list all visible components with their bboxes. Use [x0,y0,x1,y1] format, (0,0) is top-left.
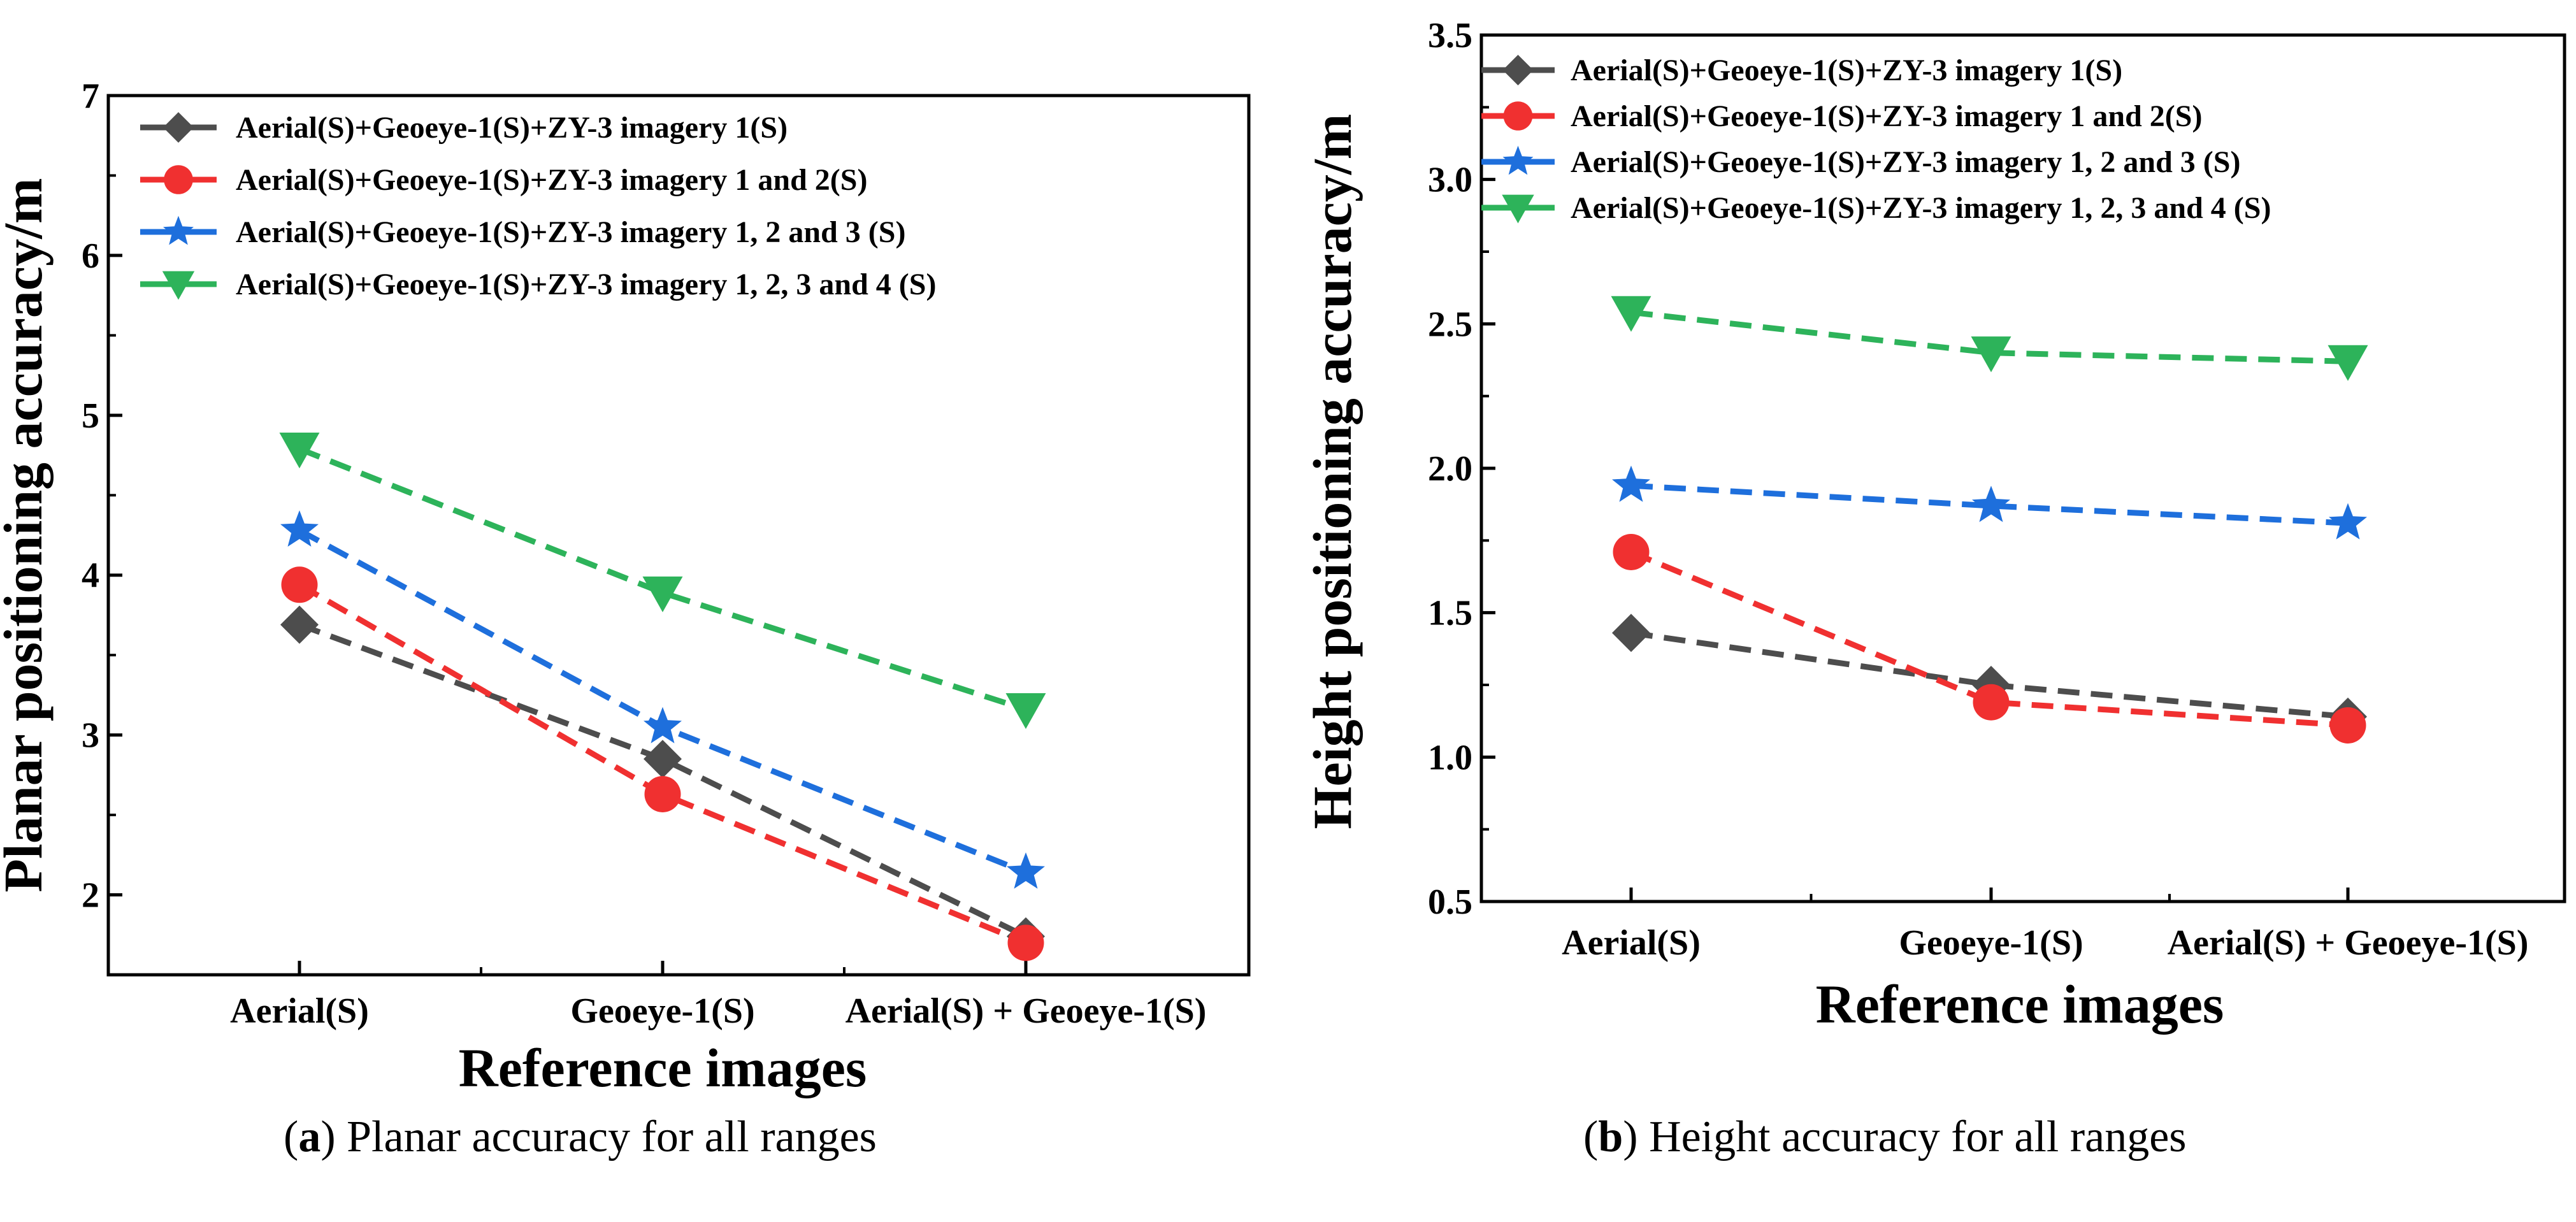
data-point-b-s1-aerial-s [1613,533,1650,570]
panel-b-height-chart: 0.5 1.0 1.5 2.0 2.5 3.0 3.5 Aerial(S) Geoeye-1(S… [1302,16,2566,1035]
data-point-a-s3-geoeye-1-s [642,576,683,612]
data-point-b-s2-aerial-s [1612,465,1650,502]
y-axis-title-b: Height positioning accuracy/m [1302,114,1363,830]
legend-a: Aerial(S)+Geoeye-1(S)+ZY-3 imagery 1(S) A… [140,111,936,301]
data-point-b-s3-geoeye-1-s [1971,336,2011,373]
panel-a-planar-chart: 2 3 4 5 6 7 Aerial(S) Geoeye-1(S) Aerial(S) + Ge… [0,76,1251,1098]
legend-marker-a-1 [164,165,193,194]
data-point-a-s1-aerial-s [281,566,318,603]
data-point-a-s2-aerial-s-geoeye-1-s [1007,852,1045,889]
y-tick-label-b-6: 3.5 [1428,16,1472,55]
data-point-b-s3-aerial-s-geoeye-1-s [2328,345,2368,381]
caption-a: (a) Planar accuracy for all ranges [284,1112,877,1161]
plot-frame-a [106,94,1251,977]
data-point-b-s2-aerial-s-geoeye-1-s [2329,503,2367,540]
data-point-b-s3-aerial-s [1611,296,1651,332]
legend-marker-a-0 [163,112,194,143]
y-tick-label-a-5: 7 [82,76,99,116]
legend-label-a-1: Aerial(S)+Geoeye-1(S)+ZY-3 imagery 1 and… [236,163,867,197]
data-point-b-s2-geoeye-1-s [1972,485,2010,522]
x-tick-label-a-aerial-s-geoeye-1-s: Aerial(S) + Geoeye-1(S) [845,991,1207,1031]
series-line-b-2 [1630,482,2349,526]
legend-label-a-2: Aerial(S)+Geoeye-1(S)+ZY-3 imagery 1, 2 … [236,215,905,249]
data-point-a-s1-aerial-s-geoeye-1-s [1007,924,1044,961]
data-point-a-s0-geoeye-1-s [644,740,682,779]
series-line-b-3 [1630,309,2349,364]
legend-b: Aerial(S)+Geoeye-1(S)+ZY-3 imagery 1(S) A… [1481,54,2271,225]
y-tick-label-b-0: 0.5 [1428,882,1472,922]
data-point-b-s1-aerial-s-geoeye-1-s [2329,707,2366,744]
legend-marker-b-1 [1503,101,1533,131]
legend-marker-a-2 [163,215,194,245]
data-point-b-s0-aerial-s [1612,614,1650,652]
y-tick-label-a-4: 6 [82,236,99,276]
data-point-a-s2-aerial-s [280,510,319,547]
caption-a-label: a [298,1112,321,1161]
legend-marker-b-3 [1502,194,1534,224]
legend-label-b-2: Aerial(S)+Geoeye-1(S)+ZY-3 imagery 1, 2 … [1571,145,2240,179]
y-axis-title-a: Planar positioning accuracy/m [0,178,54,892]
y-tick-label-b-5: 3.0 [1428,161,1472,200]
y-tick-label-b-2: 1.5 [1428,594,1472,633]
y-tick-label-b-4: 2.5 [1428,305,1472,344]
x-axis-title-b: Reference images [1816,974,2224,1035]
x-tick-label-a-aerial-s: Aerial(S) [230,991,369,1031]
x-tick-label-b-aerial-s-geoeye-1-s: Aerial(S) + Geoeye-1(S) [2168,923,2529,963]
legend-marker-b-2 [1502,145,1534,175]
legend-label-a-3: Aerial(S)+Geoeye-1(S)+ZY-3 imagery 1, 2,… [236,268,936,301]
data-point-a-s0-aerial-s [280,605,319,644]
legend-label-b-3: Aerial(S)+Geoeye-1(S)+ZY-3 imagery 1, 2,… [1571,191,2271,225]
caption-b-label: b [1598,1112,1623,1161]
data-point-a-s3-aerial-s-geoeye-1-s [1005,693,1046,730]
data-point-a-s2-geoeye-1-s [644,707,682,744]
y-tick-label-a-3: 5 [82,396,99,436]
y-tick-label-a-2: 4 [82,556,99,596]
caption-b: (b) Height accuracy for all ranges [1583,1112,2187,1161]
legend-marker-b-0 [1502,55,1534,85]
y-tick-label-b-3: 2.0 [1428,449,1472,489]
x-tick-label-a-geoeye-1-s: Geoeye-1(S) [570,991,754,1031]
legend-label-b-0: Aerial(S)+Geoeye-1(S)+ZY-3 imagery 1(S) [1571,54,2122,87]
y-tick-label-a-1: 3 [82,716,99,756]
series-line-a-3 [298,446,1027,712]
x-tick-label-b-geoeye-1-s: Geoeye-1(S) [1899,923,2083,963]
legend-label-a-0: Aerial(S)+Geoeye-1(S)+ZY-3 imagery 1(S) [236,111,788,145]
y-tick-label-b-1: 1.0 [1428,738,1472,777]
data-point-b-s1-geoeye-1-s [1973,684,2010,721]
x-axis-title-a: Reference images [459,1037,867,1098]
series-line-b-0 [1630,629,2349,720]
caption-b-text: Height accuracy for all ranges [1637,1112,2187,1161]
caption-a-text: Planar accuracy for all ranges [335,1112,877,1161]
legend-marker-a-3 [162,271,195,300]
x-tick-label-b-aerial-s: Aerial(S) [1562,923,1701,963]
data-point-a-s1-geoeye-1-s [644,775,681,812]
legend-label-b-1: Aerial(S)+Geoeye-1(S)+ZY-3 imagery 1 and… [1571,99,2202,133]
data-point-a-s3-aerial-s [279,433,320,469]
y-tick-label-a-0: 2 [82,876,99,916]
